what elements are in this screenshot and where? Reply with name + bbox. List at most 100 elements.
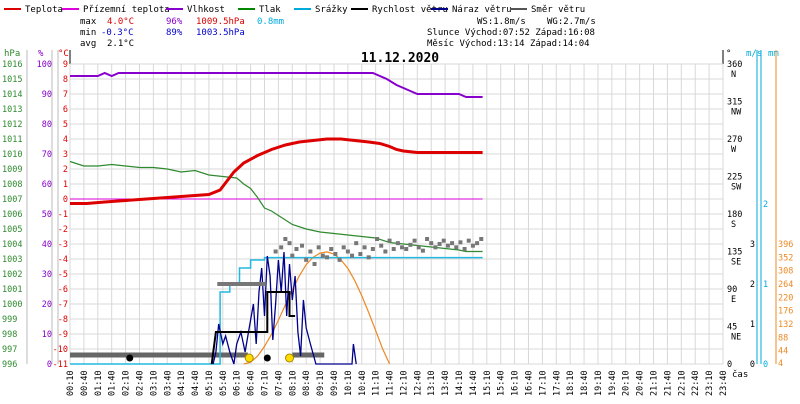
temp-tick-label: -11	[53, 360, 68, 370]
hpa-tick-label: 1016	[2, 60, 22, 70]
compass-tick-label: N	[731, 70, 736, 80]
winddir-point	[479, 237, 484, 241]
time-tick-label: 11:10	[372, 370, 382, 396]
stats-max-label: max	[80, 17, 97, 27]
time-tick-label: 15:10	[483, 370, 493, 396]
legend: Teplota Přízemní teplota Vlhkost Tlak Srážky…	[4, 5, 585, 15]
time-tick-label: 19:10	[594, 370, 604, 396]
stats-rain: 0.8mm	[257, 17, 284, 27]
time-tick-label: 17:40	[552, 370, 562, 396]
winddir-point	[445, 243, 450, 248]
winddir-point	[375, 237, 380, 241]
solar-tick-label: 220	[778, 293, 793, 303]
time-tick-label: 02:10	[122, 370, 132, 396]
winddir-point	[370, 247, 375, 251]
temp-tick-label: 5	[63, 120, 68, 130]
solar-line	[243, 251, 391, 365]
hpa-tick-label: 996	[2, 360, 17, 370]
humidity-line	[70, 71, 483, 98]
winddir-point	[350, 253, 355, 258]
moon-marker	[263, 354, 271, 362]
legend-label: Rychlost větru	[372, 5, 448, 15]
time-tick-label: 12:10	[399, 370, 409, 396]
time-tick-label: 21:40	[663, 370, 673, 396]
winddir-point	[412, 238, 417, 243]
hpa-tick-label: 1015	[2, 75, 22, 85]
solar-tick-label: 352	[778, 253, 793, 263]
hpa-tick-label: 1012	[2, 120, 22, 130]
solar-tick-label: 4	[778, 359, 783, 369]
stats-max-temp: 4.0°C	[107, 17, 134, 27]
temp-tick-label: 4	[63, 135, 68, 145]
humidity-tick-label: 60	[42, 180, 52, 190]
axis-label-ms: m/s	[746, 49, 762, 59]
legend-label: Srážky	[315, 5, 348, 15]
winddir-tick-label: 270	[727, 135, 742, 145]
compass-tick-label: SE	[731, 258, 741, 268]
solar-tick-label: 176	[778, 307, 793, 317]
temp-tick-label: -6	[58, 285, 68, 295]
temp-tick-label: -7	[58, 300, 68, 310]
stats-max-press: 1009.5hPa	[196, 17, 245, 27]
temp-tick-label: -2	[58, 225, 68, 235]
winddir-point	[329, 247, 334, 251]
humidity-tick-label: 90	[42, 90, 52, 100]
time-tick-label: 13:40	[441, 370, 451, 396]
time-tick-label: 06:10	[233, 370, 243, 396]
humidity-tick-label: 10	[42, 330, 52, 340]
winddir-point	[462, 247, 467, 251]
hpa-tick-label: 1005	[2, 225, 22, 235]
axis-label-degc: °C	[58, 49, 69, 59]
winddir-tick-label: 45	[727, 323, 737, 333]
stats-avg-temp: 2.1°C	[107, 39, 134, 49]
winddir-point	[337, 257, 342, 262]
hpa-tick-label: 998	[2, 330, 17, 340]
humidity-tick-label: 30	[42, 270, 52, 280]
winddir-point	[300, 243, 305, 248]
hpa-tick-label: 1011	[2, 135, 22, 145]
winddir-point	[404, 247, 409, 251]
time-tick-label: 12:40	[413, 370, 423, 396]
winddir-tick-label: 90	[727, 285, 737, 295]
rain-tick-label: 1	[763, 280, 768, 290]
time-tick-label: 19:40	[608, 370, 618, 396]
time-tick-label: 20:10	[622, 370, 632, 396]
winddir-point	[354, 241, 359, 246]
temp-tick-label: -8	[58, 315, 68, 325]
stats-moon: Měsíc Východ:13:14 Západ:14:04	[427, 39, 590, 49]
temp-tick-label: -10	[53, 345, 68, 355]
hpa-tick-label: 1004	[2, 240, 22, 250]
time-tick-label: 14:10	[455, 370, 465, 396]
wind-tick-label: 1	[750, 320, 755, 330]
time-tick-label: 00:40	[80, 370, 90, 396]
gust-line	[212, 251, 357, 365]
hpa-tick-label: 1000	[2, 300, 22, 310]
winddir-tick-label: 360	[727, 60, 742, 70]
temp-tick-label: 6	[63, 105, 68, 115]
temp-tick-label: 3	[63, 150, 68, 160]
temp-tick-label: -4	[58, 255, 68, 265]
humidity-tick-label: 70	[42, 150, 52, 160]
time-tick-label: 23:10	[705, 370, 715, 396]
temp-tick-label: 9	[63, 60, 68, 70]
time-tick-label: 10:10	[344, 370, 354, 396]
stats-panel: max 4.0°C 96% 1009.5hPa 0.8mm min -0.3°C…	[80, 17, 596, 49]
winddir-point	[425, 237, 430, 241]
hpa-tick-label: 1010	[2, 150, 22, 160]
temp-tick-label: 2	[63, 165, 68, 175]
hpa-tick-label: 997	[2, 345, 17, 355]
hpa-tick-label: 1003	[2, 255, 22, 265]
winddir-point	[454, 245, 459, 250]
time-tick-label: 11:40	[386, 370, 396, 396]
axis-label-hpa: hPa	[4, 49, 20, 59]
time-tick-label: 20:40	[636, 370, 646, 396]
stats-min-label: min	[80, 28, 96, 38]
stats-min-hum: 89%	[166, 28, 183, 38]
winddir-point	[290, 253, 295, 258]
temp-tick-label: -5	[58, 270, 68, 280]
compass-tick-label: NE	[731, 333, 741, 343]
time-tick-label: 22:10	[677, 370, 687, 396]
temp-tick-label: -3	[58, 240, 68, 250]
